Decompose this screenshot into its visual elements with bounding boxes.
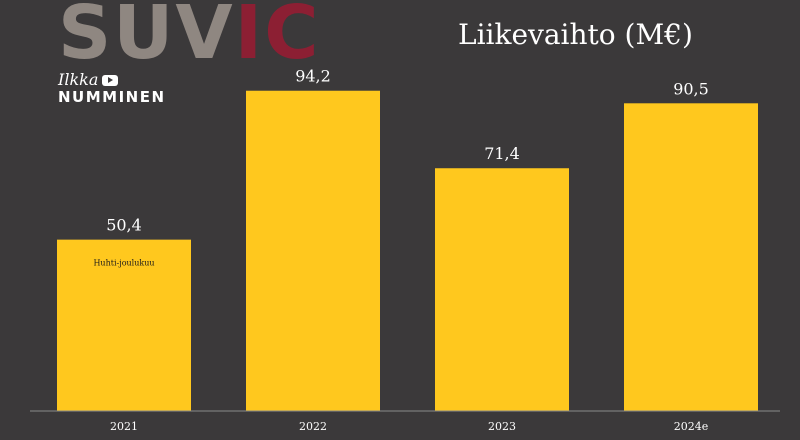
brand-name: NUMMINEN bbox=[58, 88, 166, 106]
logo-part-1: SUV bbox=[58, 0, 235, 76]
brand-script-text: Ilkka bbox=[58, 70, 99, 89]
annotation-2021: Huhti-joulukuu bbox=[93, 259, 154, 268]
bar-2022 bbox=[246, 90, 380, 411]
brand-script-row: Ilkka bbox=[58, 72, 188, 88]
x-tick-label-2022: 2022 bbox=[299, 420, 327, 433]
bar-2021 bbox=[57, 239, 191, 411]
channel-brand: Ilkka NUMMINEN bbox=[58, 72, 188, 107]
x-tick-label-2023: 2023 bbox=[488, 420, 516, 433]
value-label-2023: 71,4 bbox=[484, 144, 520, 163]
youtube-play-icon bbox=[102, 74, 119, 86]
value-label-2022: 94,2 bbox=[295, 67, 331, 86]
x-tick-label-2021: 2021 bbox=[110, 420, 138, 433]
suvic-logo: SUVIC bbox=[58, 0, 321, 70]
bar-2023 bbox=[435, 168, 569, 411]
value-label-2021: 50,4 bbox=[106, 216, 142, 235]
chart-title: Liikevaihto (M€) bbox=[458, 18, 693, 51]
bar-2024e bbox=[624, 103, 758, 412]
logo-part-2: IC bbox=[234, 0, 321, 76]
x-tick-label-2024e: 2024e bbox=[674, 420, 709, 433]
value-label-2024e: 90,5 bbox=[673, 79, 709, 98]
